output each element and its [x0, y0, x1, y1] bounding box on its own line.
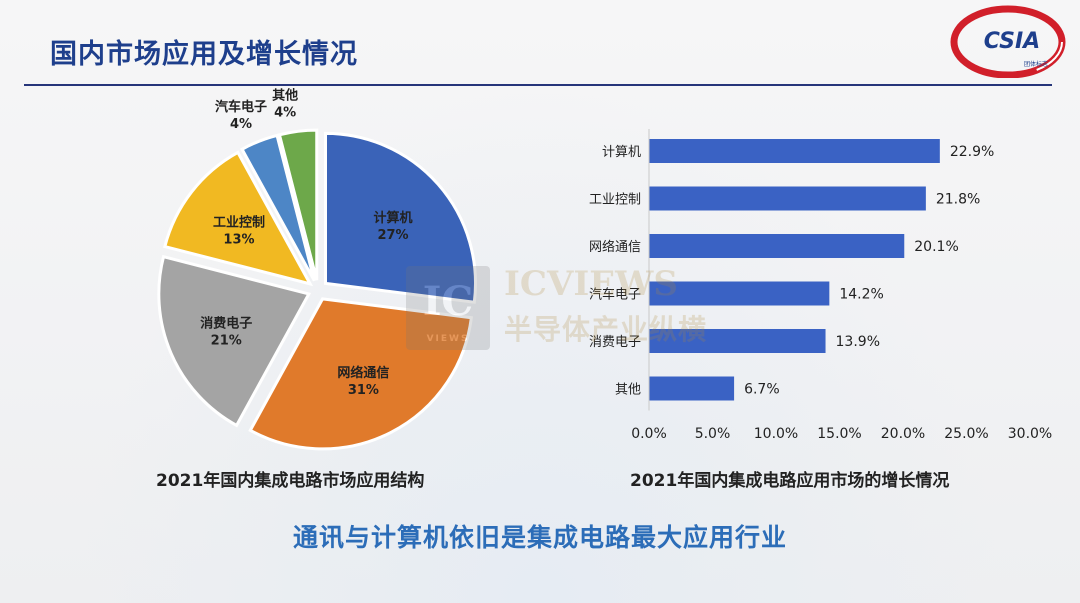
bar-value-label: 22.9% [950, 144, 994, 160]
csia-logo: CSIA 团体标志 [950, 5, 1066, 78]
pie-slice-value: 27% [377, 228, 408, 243]
logo-subtext: 团体标志 [1024, 60, 1048, 68]
watermark-line1: ICVIEWS [504, 264, 678, 304]
pie-chart-caption: 2021年国内集成电路市场应用结构 [156, 471, 425, 491]
pie-slice [240, 133, 316, 282]
bar-category-label: 工业控制 [589, 193, 641, 208]
pie-slice-label: 消费电子 [200, 316, 252, 332]
bar-value-label: 20.1% [914, 239, 958, 255]
bar-value-label: 6.7% [744, 382, 780, 398]
bar [649, 139, 940, 163]
pie-slice-label: 汽车电子 [215, 99, 267, 115]
pie-slice-label: 工业控制 [213, 215, 265, 231]
bar-category-label: 其他 [615, 383, 641, 398]
pie-slice-label: 网络通信 [337, 365, 389, 381]
pie-slice-value: 21% [211, 334, 242, 349]
bar-category-label: 网络通信 [589, 239, 641, 255]
bar-category-label: 汽车电子 [589, 287, 641, 303]
bar-value-label: 13.9% [836, 334, 880, 350]
bar [649, 376, 735, 401]
pie-slice-value: 4% [230, 117, 252, 132]
bar-category-label: 计算机 [602, 145, 641, 160]
conclusion-text: 通讯与计算机依旧是集成电路最大应用行业 [292, 523, 787, 552]
pie-slice-value: 4% [274, 105, 296, 120]
pie-slice-value: 13% [223, 233, 254, 248]
watermark-box-subtext: VIEWS [426, 334, 470, 344]
bar [649, 281, 830, 306]
watermark: IC VIEWS ICVIEWS 半导体产业纵横 [400, 262, 730, 354]
title-rule [24, 84, 1052, 86]
bar [649, 186, 926, 211]
watermark-box-text: IC [422, 278, 474, 325]
logo-text: CSIA [984, 29, 1040, 54]
pie-slice [162, 150, 314, 287]
pie-slice [157, 254, 312, 428]
x-tick-label: 15.0% [817, 426, 861, 442]
watermark-line2: 半导体产业纵横 [504, 313, 708, 346]
x-tick-label: 10.0% [754, 426, 798, 442]
x-tick-label: 25.0% [944, 426, 988, 442]
bar [649, 329, 826, 353]
pie-slice-label: 计算机 [374, 210, 413, 226]
pie-slice-value: 31% [348, 383, 379, 398]
bar-value-label: 14.2% [839, 287, 883, 303]
x-tick-label: 20.0% [881, 426, 925, 442]
pie-slice [277, 128, 319, 281]
bar-chart-caption: 2021年国内集成电路应用市场的增长情况 [630, 471, 950, 491]
x-tick-label: 30.0% [1008, 426, 1052, 442]
bar-value-label: 21.8% [936, 192, 980, 208]
bar-category-label: 消费电子 [589, 335, 641, 350]
watermark-logo-box: IC VIEWS [406, 266, 490, 350]
pie-slice-label: 其他 [272, 87, 298, 103]
pie-slice [248, 297, 474, 451]
pie-slice [324, 131, 477, 304]
bar [649, 234, 905, 258]
x-tick-label: 0.0% [631, 426, 667, 442]
slide-title: 国内市场应用及增长情况 [50, 39, 358, 70]
x-tick-label: 5.0% [695, 426, 731, 442]
